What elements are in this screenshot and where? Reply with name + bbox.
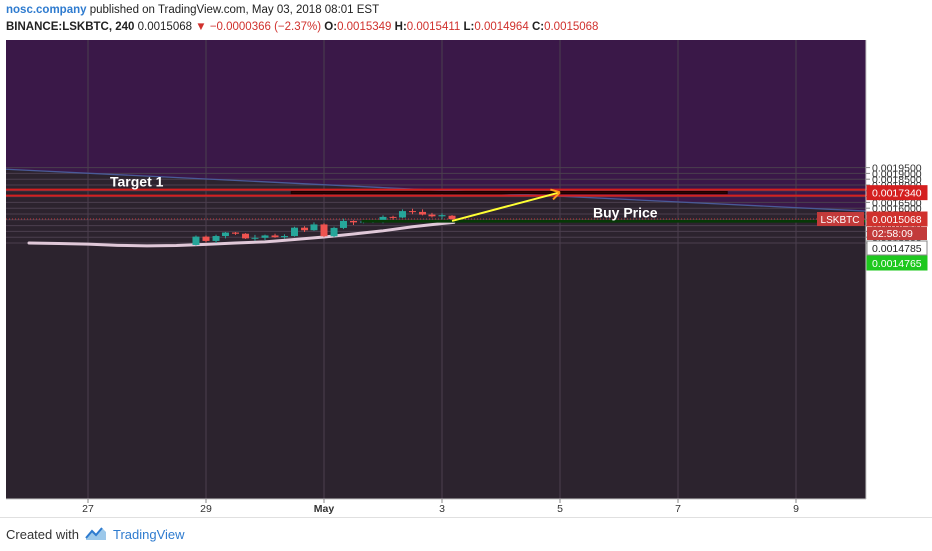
candle-up <box>212 236 220 241</box>
price-tick-label: 0.0016500 <box>872 197 922 209</box>
countdown-label: 02:58:09 <box>872 228 913 240</box>
price-axis-label: 0.0017340 <box>872 188 922 200</box>
time-tick-label: 5 <box>557 503 563 515</box>
down-arrow-icon: ▼ <box>195 21 207 33</box>
candle-up <box>438 215 446 217</box>
arrow-head <box>550 188 561 194</box>
price-axis-label: 0.0014765 <box>872 258 922 270</box>
time-axis-ticks: 27 29 May 3 5 7 9 <box>82 499 799 515</box>
ema-line <box>27 220 456 248</box>
open-value: 0.0015349 <box>337 21 392 33</box>
target-1-zone <box>290 190 728 195</box>
time-tick-label: 3 <box>439 503 445 515</box>
candle-up <box>280 236 288 238</box>
price-tick-label: 0.0019000 <box>872 168 922 180</box>
price-axis[interactable] <box>866 40 932 517</box>
footer: Created with TradingView <box>0 517 932 551</box>
candle-up <box>330 227 338 237</box>
candle-up <box>192 236 200 245</box>
candle-up <box>251 237 259 239</box>
candle-up <box>339 220 347 228</box>
candle-down <box>320 224 328 237</box>
candle-up <box>291 227 298 237</box>
countdown-box <box>867 227 927 241</box>
time-tick-label: 9 <box>793 503 799 515</box>
price-axis-label-box <box>866 240 928 256</box>
candle-down <box>242 233 250 239</box>
price-axis-label: 0.0015068 <box>872 214 922 226</box>
time-tick-label: May <box>314 503 335 515</box>
candle-down <box>232 232 239 234</box>
published-text: published on TradingView.com, May 03, 20… <box>89 4 380 16</box>
candle-down <box>350 220 357 223</box>
price-axis-label-box <box>866 255 928 271</box>
tradingview-logo-icon <box>85 527 106 540</box>
candle-up <box>261 235 269 238</box>
time-axis[interactable] <box>6 499 866 517</box>
candles <box>192 208 456 246</box>
arrow-head <box>552 191 561 201</box>
candle-down <box>419 211 427 215</box>
symbol-line: BINANCE:LSKBTC, 240 0.0015068 ▼ −0.00003… <box>6 21 598 33</box>
candle-down <box>428 214 436 217</box>
candle-down <box>202 236 210 241</box>
candle-down <box>448 215 456 219</box>
price-axis-labels: 0.0017340 0.0015068 LSKBTC 02:58:09 0.001478… <box>817 185 928 271</box>
candle-up <box>221 232 229 237</box>
candle-up <box>379 216 387 221</box>
high-value: 0.0015411 <box>406 21 461 33</box>
candle-down <box>271 235 279 238</box>
close-value: 0.0015068 <box>544 21 599 33</box>
price-axis-label-box <box>866 185 928 201</box>
time-tick-label: 27 <box>82 503 94 515</box>
created-with-text: Created with <box>6 527 79 542</box>
publish-line: nosc.company published on TradingView.co… <box>6 4 379 16</box>
resistance-zone <box>6 40 866 212</box>
projection-arrow <box>451 188 561 222</box>
high-label: H: <box>394 21 407 33</box>
open-label: O: <box>324 21 338 33</box>
symbol-tag: LSKBTC <box>821 215 860 226</box>
candle-up <box>398 211 406 218</box>
price-axis-label-box <box>866 211 928 227</box>
buy-price-label: Buy Price <box>593 205 658 221</box>
buy-price-zone <box>361 219 827 223</box>
price-tick-label: 0.0018500 <box>872 174 922 186</box>
candle-down <box>301 227 309 231</box>
low-label: L: <box>463 21 475 33</box>
low-value: 0.0014964 <box>474 21 529 33</box>
close-label: C: <box>531 21 545 33</box>
target-1-label: Target 1 <box>110 174 164 190</box>
symbol-label: BINANCE:LSKBTC, 240 <box>6 21 135 33</box>
last-price: 0.0015068 <box>137 21 193 33</box>
candle-up <box>310 224 318 231</box>
symbol-tag-box <box>817 212 864 227</box>
chart-header: nosc.company published on TradingView.co… <box>0 0 932 38</box>
price-tick-label: 0.0019500 <box>872 163 922 175</box>
candle-down <box>389 216 397 218</box>
price-change: −0.0000366 (−2.37%) <box>209 21 322 33</box>
author-link[interactable]: nosc.company <box>6 4 87 16</box>
tradingview-brand[interactable]: TradingView <box>113 527 185 542</box>
candle-down <box>409 211 416 213</box>
price-axis-label: 0.0014785 <box>872 243 922 255</box>
time-tick-label: 29 <box>200 503 212 515</box>
arrow-shaft <box>451 191 561 222</box>
time-tick-label: 7 <box>675 503 681 515</box>
